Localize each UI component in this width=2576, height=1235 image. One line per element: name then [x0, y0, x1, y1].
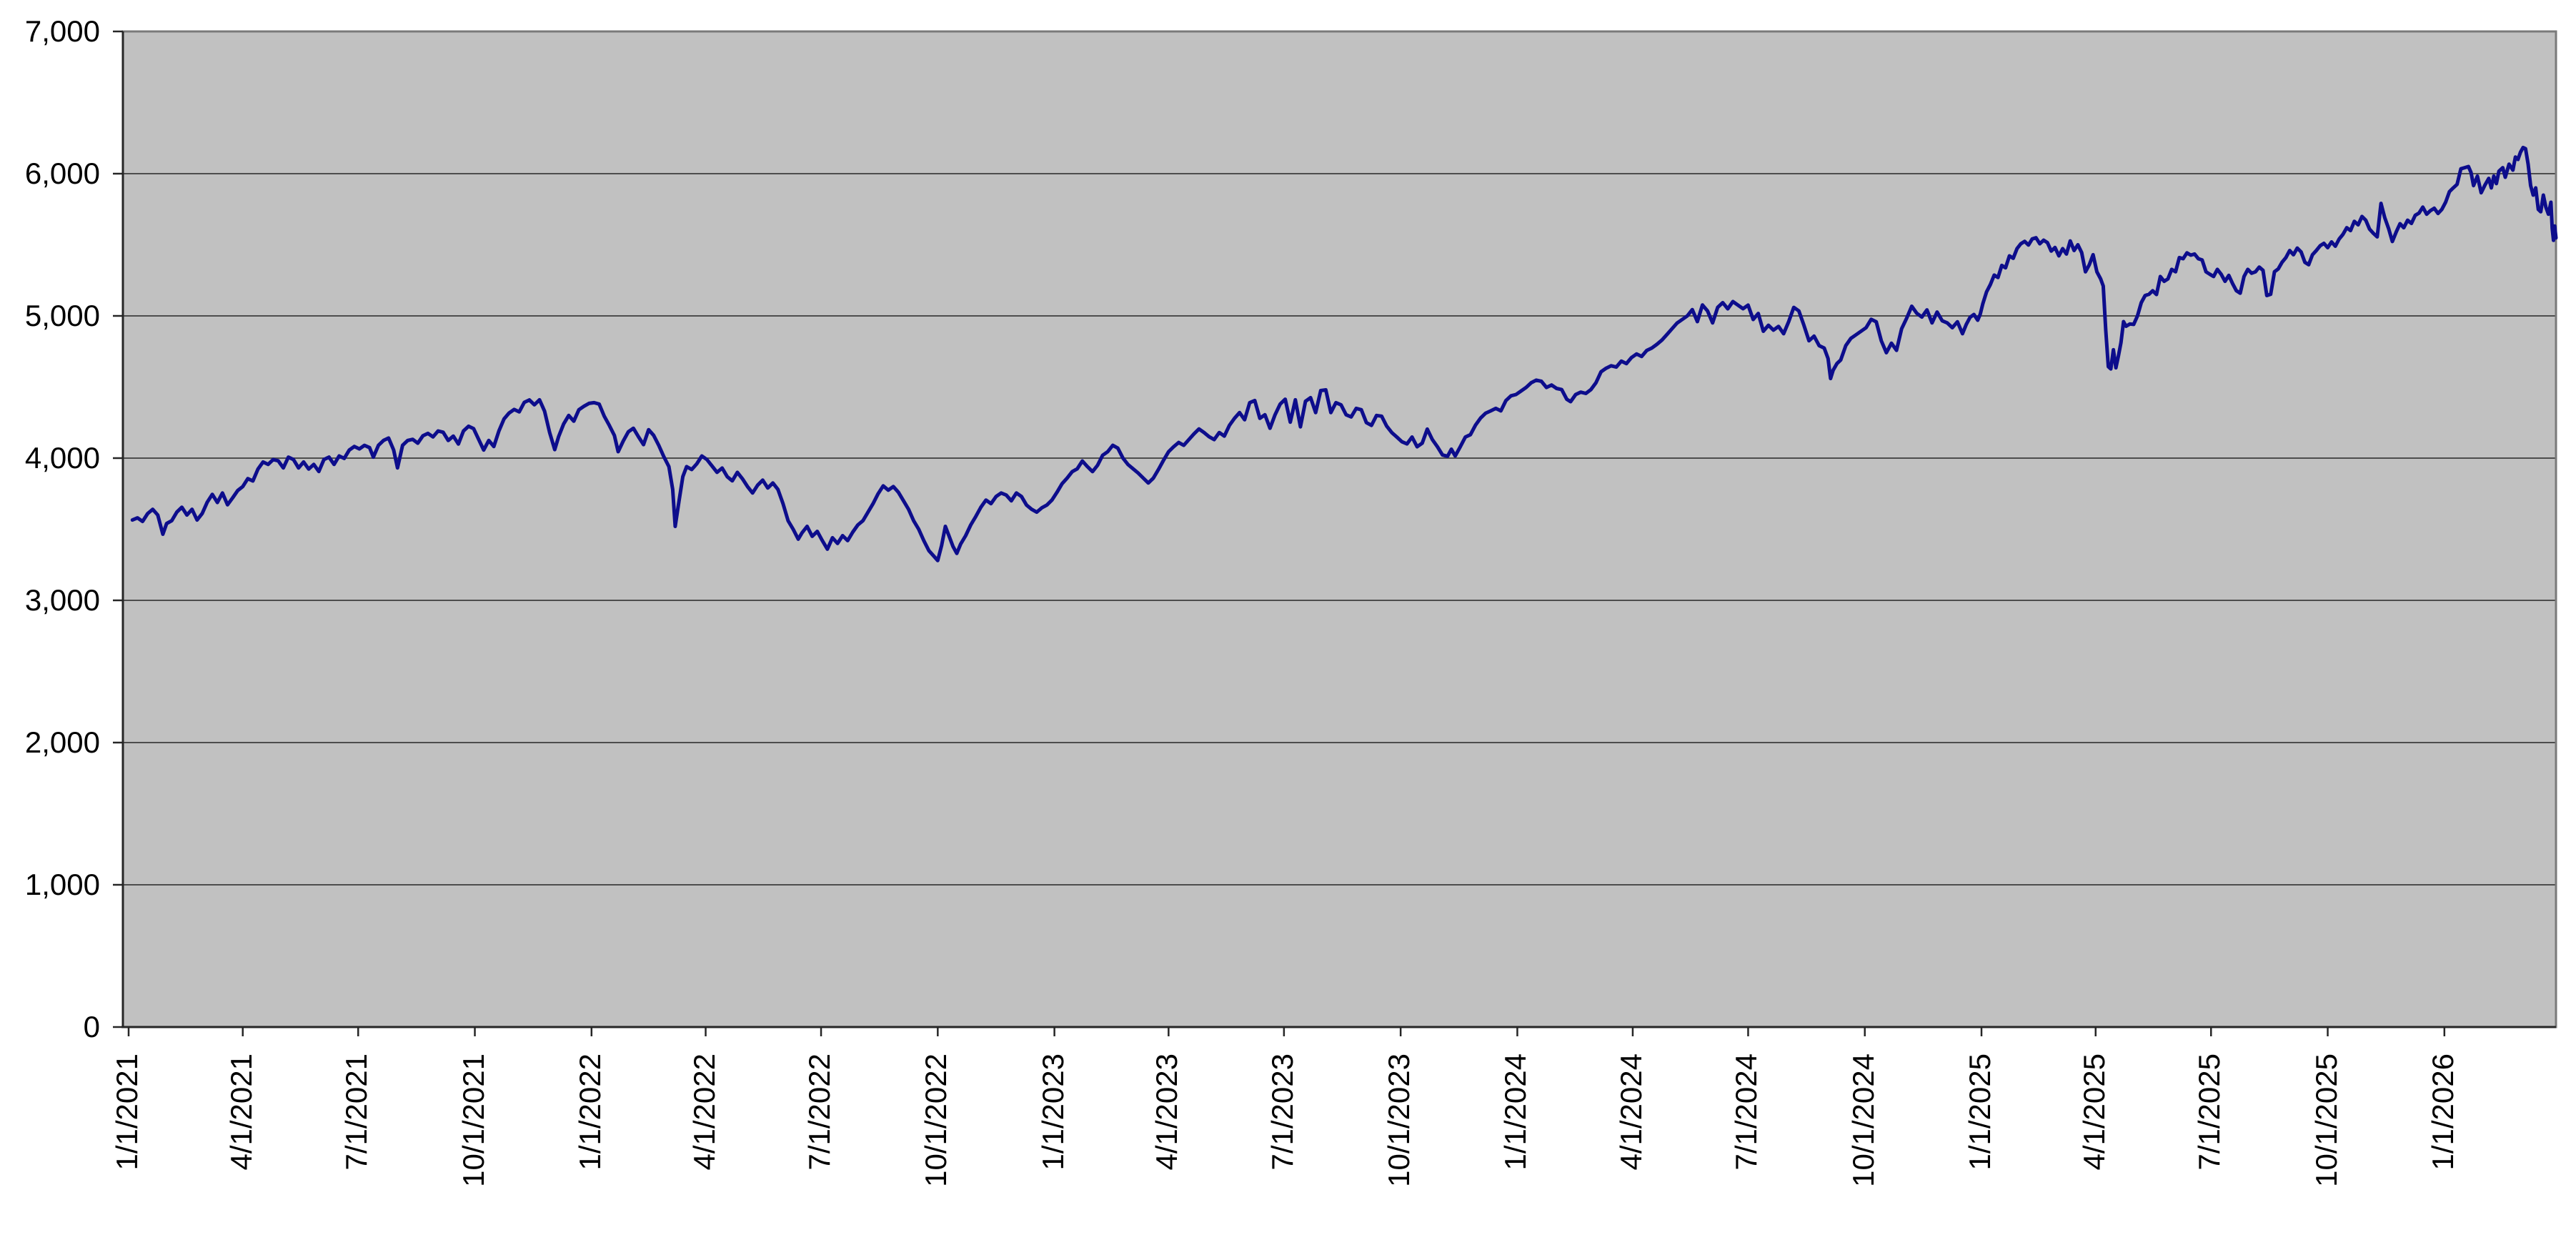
y-axis-label-2,000: 2,000 [24, 725, 100, 759]
x-axis-label-1/1/2021: 1/1/2021 [110, 1053, 144, 1171]
x-axis-label-10/1/2021: 10/1/2021 [456, 1053, 490, 1187]
y-axis-label-5,000: 5,000 [24, 299, 100, 332]
x-axis-label-4/1/2022: 4/1/2022 [687, 1053, 721, 1171]
x-axis-label-10/1/2025: 10/1/2025 [2309, 1053, 2343, 1187]
x-axis-label-4/1/2023: 4/1/2023 [1150, 1053, 1184, 1171]
x-axis-label-7/1/2022: 7/1/2022 [802, 1053, 837, 1171]
x-axis-label-1/1/2024: 1/1/2024 [1498, 1053, 1533, 1171]
x-axis-label-7/1/2024: 7/1/2024 [1729, 1053, 1764, 1171]
x-axis-label-7/1/2021: 7/1/2021 [339, 1053, 374, 1171]
x-axis-label-1/1/2025: 1/1/2025 [1963, 1053, 1996, 1171]
x-axis-label-1/1/2023: 1/1/2023 [1035, 1053, 1070, 1171]
price-line [130, 145, 2558, 562]
x-axis-label-7/1/2025: 7/1/2025 [2192, 1053, 2227, 1171]
y-axis-label-6,000: 6,000 [24, 157, 100, 190]
x-axis-label-10/1/2023: 10/1/2023 [1382, 1053, 1416, 1187]
y-axis-label-0: 0 [83, 1010, 100, 1043]
y-axis-label-7,000: 7,000 [24, 14, 100, 48]
y-axis-label-3,000: 3,000 [24, 583, 100, 617]
x-axis-label-10/1/2024: 10/1/2024 [1846, 1053, 1880, 1187]
x-axis-label-7/1/2023: 7/1/2023 [1265, 1053, 1299, 1171]
x-axis-label-4/1/2021: 4/1/2021 [224, 1053, 258, 1171]
x-axis-label-10/1/2022: 10/1/2022 [919, 1053, 953, 1187]
x-axis-label-4/1/2024: 4/1/2024 [1613, 1053, 1648, 1171]
plot-background [123, 31, 2556, 1027]
x-axis-label-1/1/2026: 1/1/2026 [2425, 1053, 2460, 1171]
y-axis-label-1,000: 1,000 [24, 868, 100, 901]
y-axis-label-4,000: 4,000 [24, 441, 100, 475]
x-axis-label-1/1/2022: 1/1/2022 [572, 1053, 607, 1171]
x-axis-label-4/1/2025: 4/1/2025 [2077, 1053, 2111, 1171]
